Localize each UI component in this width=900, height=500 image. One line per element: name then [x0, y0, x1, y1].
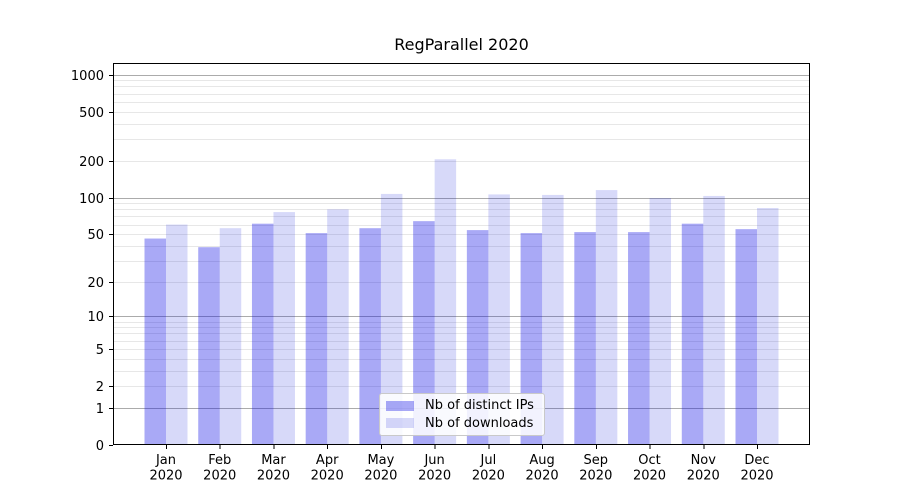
x-tick-label-month: Dec	[744, 453, 769, 468]
bar-distinct-ips	[466, 230, 489, 445]
bar-downloads	[649, 198, 672, 445]
bar-distinct-ips	[574, 232, 596, 445]
bar-downloads	[488, 194, 510, 445]
legend-swatch-distinct-ips	[386, 400, 414, 411]
x-tick-label-month: Jul	[480, 453, 497, 468]
bar-distinct-ips	[681, 223, 704, 445]
bar-distinct-ips	[520, 233, 543, 445]
x-tick-label-month: May	[367, 453, 394, 468]
x-tick-label-month: Feb	[208, 453, 231, 468]
x-tick-label-year: 2020	[526, 469, 559, 484]
x-tick-label-year: 2020	[311, 469, 344, 484]
y-tick-label: 5	[96, 343, 104, 358]
y-tick-label: 1	[96, 402, 104, 417]
bar-downloads	[219, 228, 242, 445]
x-tick-label-year: 2020	[633, 469, 666, 484]
bar-downloads	[542, 194, 564, 445]
y-tick-label: 10	[87, 310, 104, 325]
legend: Nb of distinct IPs Nb of downloads	[379, 393, 545, 436]
legend-label-downloads: Nb of downloads	[425, 415, 534, 431]
axes-spines	[113, 63, 810, 445]
x-tick-label-year: 2020	[687, 469, 720, 484]
x-tick-label-month: Oct	[638, 453, 660, 468]
x-tick-label-year: 2020	[203, 469, 236, 484]
legend-swatch-downloads	[386, 418, 414, 429]
bar-downloads	[327, 209, 349, 445]
y-tick-label: 0	[96, 439, 104, 454]
bar-distinct-ips	[198, 247, 220, 445]
bar-distinct-ips	[359, 228, 381, 445]
bar-downloads	[703, 195, 725, 445]
y-tick-label: 2	[96, 380, 104, 395]
chart-title: RegParallel 2020	[394, 35, 529, 54]
legend-label-distinct-ips: Nb of distinct IPs	[425, 398, 534, 414]
x-tick-label-month: Nov	[691, 453, 717, 468]
y-tick-label: 20	[87, 276, 104, 291]
bar-downloads	[757, 208, 779, 445]
bar-downloads	[380, 193, 403, 445]
x-tick-label-year: 2020	[579, 469, 612, 484]
x-tick-label-month: Mar	[261, 453, 286, 468]
y-tick-label: 200	[79, 155, 104, 170]
x-tick-label-year: 2020	[418, 469, 451, 484]
bar-distinct-ips	[251, 223, 274, 445]
bar-downloads	[595, 190, 618, 445]
bar-downloads	[434, 159, 457, 445]
x-tick-label-month: Aug	[529, 453, 554, 468]
bar-downloads	[166, 224, 188, 445]
legend-item-distinct-ips: Nb of distinct IPs	[386, 398, 536, 413]
legend-item-downloads: Nb of downloads	[386, 416, 536, 431]
bar-distinct-ips	[305, 233, 328, 445]
x-tick-label-month: Sep	[584, 453, 609, 468]
bar-distinct-ips	[735, 229, 757, 445]
y-tick-label: 500	[79, 106, 104, 121]
y-tick-label: 100	[79, 192, 104, 207]
bar-distinct-ips	[144, 238, 166, 445]
x-tick-label-month: Jan	[155, 453, 176, 468]
x-tick-label-year: 2020	[149, 469, 182, 484]
x-tick-label-month: Jun	[423, 453, 444, 468]
y-tick-label: 50	[87, 228, 104, 243]
bar-distinct-ips	[413, 221, 435, 445]
x-tick-label-month: Apr	[316, 453, 339, 468]
x-tick-label-year: 2020	[740, 469, 773, 484]
y-tick-label: 1000	[71, 69, 104, 84]
x-tick-label-year: 2020	[364, 469, 397, 484]
bar-downloads	[273, 212, 295, 445]
x-tick-label-year: 2020	[472, 469, 505, 484]
bar-distinct-ips	[628, 232, 650, 445]
x-tick-label-year: 2020	[257, 469, 290, 484]
